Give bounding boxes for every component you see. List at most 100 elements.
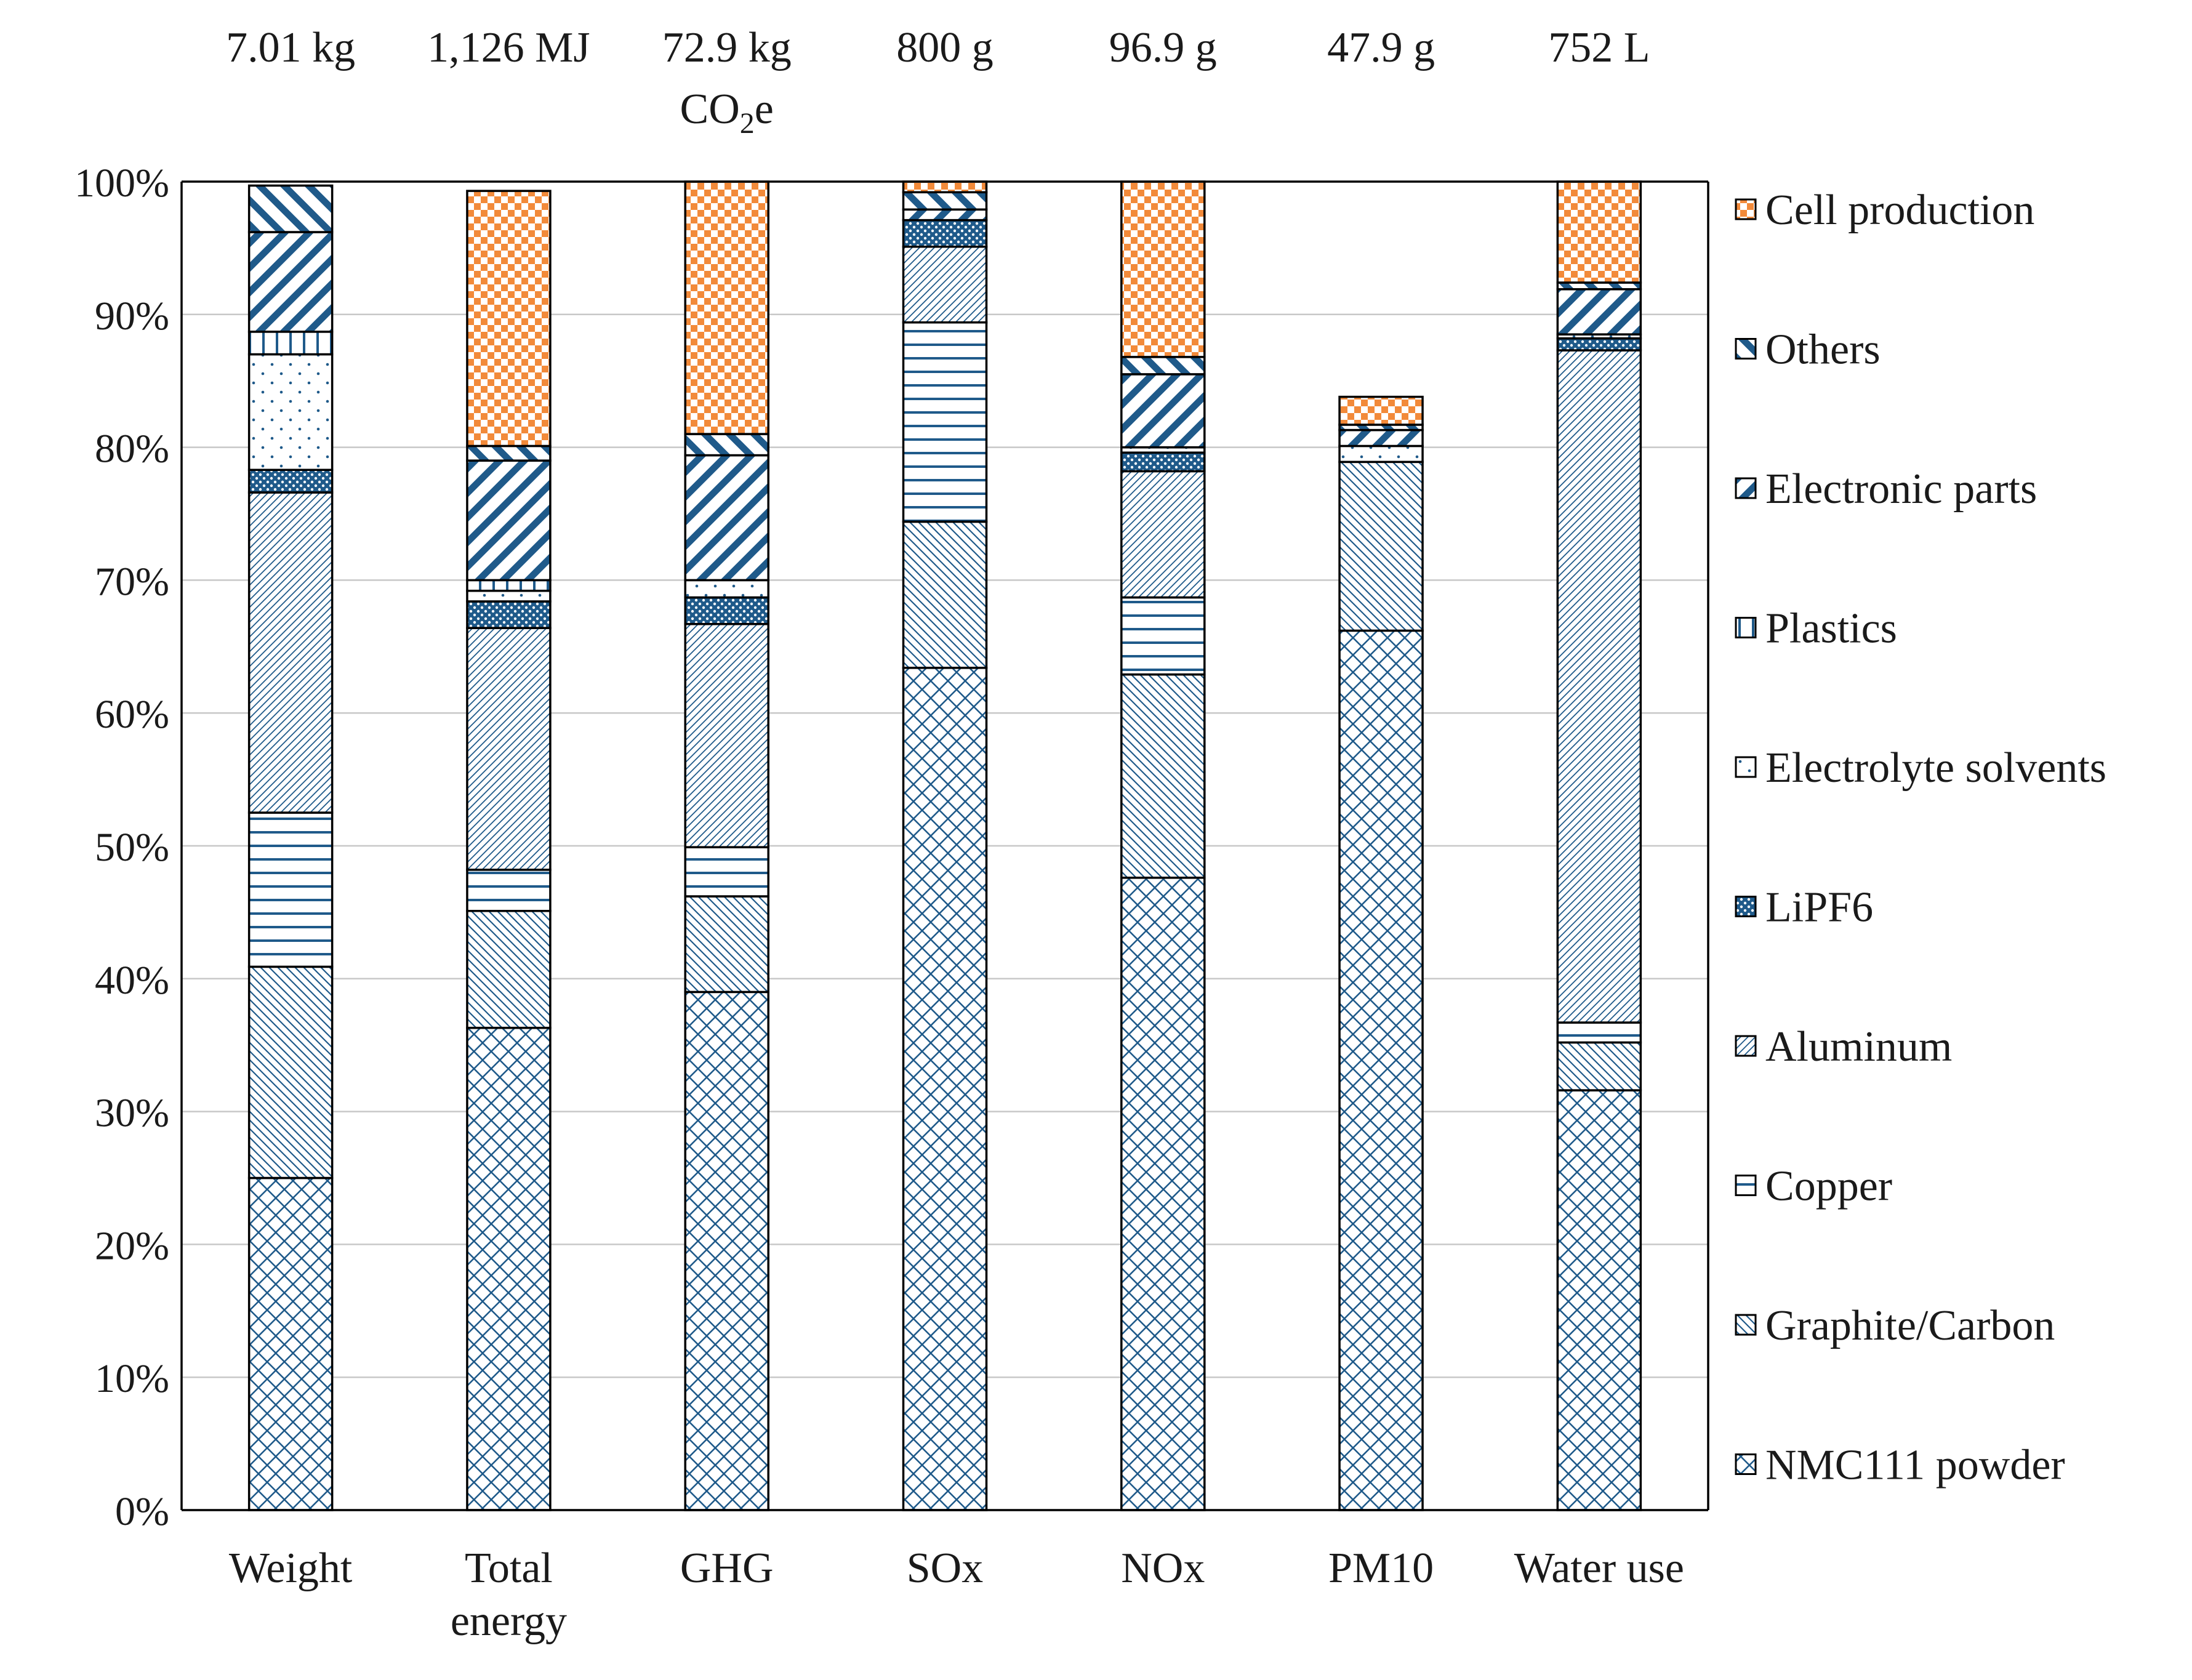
legend-label: Others [1765, 326, 1881, 374]
bar-segment-graphite-carbon-weight [247, 965, 334, 1180]
legend-label: Graphite/Carbon [1765, 1302, 2055, 1349]
y-tick-label: 0% [115, 1489, 169, 1534]
legend-label: Aluminum [1765, 1023, 1952, 1071]
y-tick-label: 70% [95, 559, 169, 604]
bar-segment-graphite-carbon-water-use [1556, 1041, 1642, 1091]
total-label: 752 L [1548, 24, 1650, 71]
y-tick-label: 10% [95, 1356, 169, 1401]
y-tick-label: 50% [95, 825, 169, 870]
legend-label: Electrolyte solvents [1765, 744, 2106, 792]
legend-item-copper: Copper [1735, 1163, 1892, 1210]
legend: Cell production Others Electronic parts Pla… [1735, 187, 2106, 1489]
legend-label: Copper [1765, 1163, 1892, 1210]
bar-segment-copper-weight [247, 811, 334, 968]
bar-segment-others-nox [1120, 356, 1206, 376]
x-category-label: GHG [680, 1545, 774, 1592]
total-labels: 7.01 kg 1,126 MJ 72.9 kg CO2e 800 g 96.9 g 47.… [226, 24, 1650, 140]
y-tick-labels: 0% 10% 20% 30% 40% 50% 60% 70% 80% 90% 100% [74, 161, 169, 1534]
bar-segment-cell-production-ghg [684, 180, 769, 435]
bar-segment-plastics-total-energy [466, 579, 552, 592]
x-category-label: PM10 [1328, 1545, 1434, 1592]
bar-segment-graphite-carbon-sox [902, 520, 988, 669]
bar-segment-nmc111-powder-nox [1120, 877, 1206, 1511]
total-label: 47.9 g [1327, 24, 1435, 71]
bar-segment-cell-production-water-use [1556, 180, 1642, 284]
bar-segment-others-total-energy [466, 444, 552, 462]
legend-item-lipf6: LiPF6 [1735, 884, 1873, 931]
legend-item-nmc111-powder: NMC111 powder [1735, 1442, 2065, 1489]
bar-segment-cell-production-pm10 [1338, 395, 1424, 426]
bar-segment-nmc111-powder-total-energy [466, 1026, 552, 1511]
bar-segment-plastics-weight [247, 331, 334, 356]
x-category-label: Weight [229, 1545, 353, 1592]
x-category-label: Total energy [451, 1545, 567, 1645]
y-tick-label: 80% [95, 427, 169, 472]
bar-segment-copper-total-energy [466, 869, 552, 912]
y-tick-label: 90% [95, 294, 169, 339]
bar-segment-electronic-parts-weight [247, 231, 334, 333]
bar-segment-aluminum-sox [902, 245, 988, 324]
bar-segment-nmc111-powder-ghg [684, 991, 769, 1511]
total-label: 72.9 kg [662, 24, 792, 71]
x-category-label: SOx [907, 1545, 983, 1592]
legend-item-graphite-carbon: Graphite/Carbon [1735, 1302, 2055, 1349]
legend-swatch [1735, 1314, 1757, 1336]
bar-segment-graphite-carbon-total-energy [466, 909, 552, 1029]
legend-label: Cell production [1765, 187, 2034, 234]
bar-segment-aluminum-total-energy [466, 627, 552, 871]
bar-segment-copper-ghg [684, 846, 769, 898]
legend-swatch [1735, 1453, 1757, 1475]
bar-segment-cell-production-total-energy [466, 190, 552, 448]
bar-segment-aluminum-ghg [684, 622, 769, 848]
y-tick-label: 100% [74, 161, 169, 206]
total-label-unit: CO2e [680, 86, 774, 140]
y-tick-label: 20% [95, 1223, 169, 1268]
bar-segment-lipf6-total-energy [466, 600, 552, 629]
legend-swatch [1735, 198, 1757, 220]
bar-segment-electronic-parts-nox [1120, 373, 1206, 449]
legend-item-plastics: Plastics [1735, 605, 1897, 653]
bar-segment-others-sox [902, 191, 988, 211]
bar-segment-electronic-parts-sox [902, 208, 988, 222]
legend-swatch [1735, 1175, 1757, 1196]
total-label: 800 g [896, 24, 994, 71]
bar-segment-electronic-parts-water-use [1556, 288, 1642, 336]
legend-swatch [1735, 617, 1757, 638]
bar-segment-electrolyte-solvents-ghg [684, 579, 769, 599]
bar-segment-nmc111-powder-pm10 [1338, 629, 1424, 1511]
bar-segment-electrolyte-solvents-total-energy [466, 589, 552, 603]
bar-segment-graphite-carbon-nox [1120, 673, 1206, 879]
y-tick-label: 40% [95, 958, 169, 1003]
bar-segment-others-ghg [684, 433, 769, 457]
bar-segment-cell-production-sox [902, 180, 988, 194]
legend-swatch [1735, 1035, 1757, 1057]
legend-item-electronic-parts: Electronic parts [1735, 465, 2037, 513]
bar-segment-electronic-parts-total-energy [466, 459, 552, 582]
legend-item-others: Others [1735, 326, 1881, 374]
legend-swatch [1735, 896, 1757, 917]
bar-segment-aluminum-weight [247, 491, 334, 814]
legend-item-aluminum: Aluminum [1735, 1023, 1952, 1071]
y-tick-label: 60% [95, 692, 169, 737]
bar-segment-electronic-parts-ghg [684, 454, 769, 582]
x-category-label: NOx [1121, 1545, 1205, 1592]
bar-segment-cell-production-nox [1120, 180, 1206, 358]
bar-segment-lipf6-sox [902, 219, 988, 248]
bar-segment-copper-water-use [1556, 1021, 1642, 1044]
total-label: 1,126 MJ [427, 24, 590, 71]
bar-segment-lipf6-water-use [1556, 337, 1642, 352]
bar-segment-nmc111-powder-weight [247, 1176, 334, 1511]
legend-label: NMC111 powder [1765, 1442, 2065, 1489]
legend-label: Electronic parts [1765, 465, 2037, 513]
bar-segment-lipf6-ghg [684, 596, 769, 625]
legend-item-cell-production: Cell production [1735, 187, 2034, 234]
bar-segment-aluminum-water-use [1556, 349, 1642, 1024]
legend-label: Plastics [1765, 605, 1897, 653]
legend-item-electrolyte-solvents: Electrolyte solvents [1735, 744, 2106, 792]
bar-segment-electrolyte-solvents-weight [247, 353, 334, 472]
bar-segment-lipf6-nox [1120, 451, 1206, 473]
bar-segment-nmc111-powder-sox [902, 667, 988, 1511]
bar-segment-graphite-carbon-ghg [684, 895, 769, 994]
legend-swatch [1735, 756, 1757, 778]
